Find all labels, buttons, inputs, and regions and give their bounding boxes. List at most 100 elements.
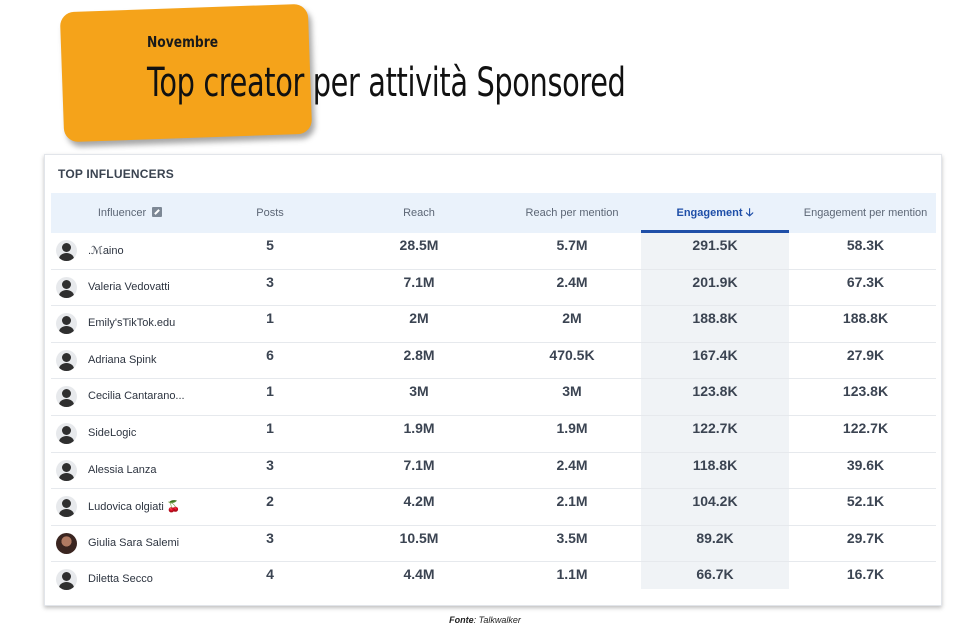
influencer-name[interactable]: SideLogic [88, 426, 137, 439]
influencer-name[interactable]: Diletta Secco [88, 573, 153, 586]
reach-value: 10.5M [399, 529, 439, 546]
column-header-influencer[interactable]: Influencer [51, 193, 209, 233]
engagement-value: 66.7K [696, 566, 734, 583]
engagement-per-mention-value: 122.7K [842, 419, 889, 436]
table-row[interactable]: Diletta Secco 4 4.4M 1.1M 66.7K 16.7K [51, 562, 936, 598]
table-row[interactable]: Emily'sTikTok.edu 1 2M 2M 188.8K 188.8K [51, 306, 936, 343]
reach-per-mention-value: 1.9M [556, 419, 588, 436]
edit-icon[interactable] [152, 207, 163, 217]
engagement-per-mention-value: 67.3K [846, 273, 885, 290]
table-row[interactable]: .ℳaino 5 28.5M 5.7M 291.5K 58.3K [51, 233, 936, 270]
reach-value: 4.4M [403, 566, 435, 583]
engagement-column-highlight [641, 233, 789, 589]
engagement-value: 104.2K [692, 493, 738, 510]
engagement-per-mention-value: 123.8K [842, 383, 889, 400]
column-label-influencer: Influencer [97, 207, 147, 219]
reach-value: 28.5M [399, 237, 439, 253]
posts-value: 4 [266, 566, 274, 583]
page-title: Top creator per attività Sponsored [147, 60, 626, 106]
source-label: Fonte [449, 615, 474, 625]
influencer-table-body: .ℳaino 5 28.5M 5.7M 291.5K 58.3K Valeria… [51, 233, 936, 598]
posts-value: 3 [266, 529, 274, 546]
reach-value: 2.8M [403, 346, 435, 363]
sort-arrow-down-icon: 🡣 [745, 207, 754, 219]
reach-per-mention-value: 2M [562, 310, 582, 327]
column-header-reach[interactable]: Reach [403, 207, 435, 219]
reach-per-mention-value: 2.4M [556, 456, 588, 473]
default-avatar-icon [56, 496, 77, 518]
engagement-per-mention-value: 16.7K [846, 566, 885, 583]
reach-per-mention-value: 2.4M [556, 273, 588, 290]
table-row[interactable]: Adriana Spink 6 2.8M 470.5K 167.4K 27.9K [51, 343, 936, 380]
column-label-engagement: Engagement [676, 207, 743, 219]
default-avatar-icon [56, 569, 77, 591]
engagement-per-mention-value: 39.6K [846, 456, 885, 473]
reach-per-mention-value: 2.1M [556, 493, 588, 510]
reach-per-mention-value: 3.5M [556, 529, 588, 546]
engagement-per-mention-value: 188.8K [842, 310, 889, 327]
column-header-engagement[interactable]: Engagement 🡣 [641, 193, 789, 233]
posts-value: 5 [266, 237, 274, 253]
engagement-value: 89.2K [696, 529, 734, 546]
engagement-value: 123.8K [692, 383, 738, 400]
table-header: Influencer Posts Reach Reach per mention… [51, 193, 936, 233]
photo-avatar-icon [56, 532, 77, 554]
posts-value: 1 [266, 383, 274, 400]
default-avatar-icon [56, 240, 77, 261]
default-avatar-icon [56, 276, 77, 298]
engagement-value: 122.7K [692, 419, 738, 436]
reach-per-mention-value: 1.1M [556, 566, 588, 583]
influencer-name[interactable]: Giulia Sara Salemi [88, 536, 180, 549]
reach-value: 7.1M [403, 273, 435, 290]
reach-value: 1.9M [403, 419, 435, 436]
engagement-value: 201.9K [692, 273, 738, 290]
top-influencers-panel: TOP INFLUENCERS Influencer Posts Reach R… [44, 154, 942, 606]
engagement-value: 118.8K [692, 456, 738, 473]
panel-title: TOP INFLUENCERS [58, 167, 174, 181]
table-row[interactable]: SideLogic 1 1.9M 1.9M 122.7K 122.7K [51, 416, 936, 453]
engagement-value: 291.5K [692, 237, 738, 253]
engagement-per-mention-value: 52.1K [846, 493, 885, 510]
influencer-name[interactable]: Cecilia Cantarano... [88, 390, 185, 403]
table-row[interactable]: Giulia Sara Salemi 3 10.5M 3.5M 89.2K 29… [51, 526, 936, 563]
reach-value: 2M [409, 310, 429, 327]
column-header-posts[interactable]: Posts [256, 207, 284, 219]
posts-value: 1 [266, 310, 274, 327]
table-row[interactable]: Alessia Lanza 3 7.1M 2.4M 118.8K 39.6K [51, 453, 936, 490]
reach-per-mention-value: 5.7M [556, 237, 588, 253]
default-avatar-icon [56, 422, 77, 444]
default-avatar-icon [56, 313, 77, 335]
influencer-name[interactable]: Valeria Vedovatti [88, 280, 170, 293]
month-label: Novembre [147, 33, 219, 51]
influencer-name[interactable]: Ludovica olgiati 🍒 [88, 501, 181, 514]
table-row[interactable]: Ludovica olgiati 🍒 2 4.2M 2.1M 104.2K 52… [51, 489, 936, 526]
reach-value: 3M [409, 383, 429, 400]
engagement-per-mention-value: 27.9K [846, 346, 885, 363]
influencer-name[interactable]: Emily'sTikTok.edu [88, 317, 176, 330]
column-header-engagement-per-mention[interactable]: Engagement per mention [803, 207, 928, 219]
reach-per-mention-value: 3M [562, 383, 582, 400]
posts-value: 3 [266, 456, 274, 473]
influencer-name[interactable]: Adriana Spink [88, 353, 157, 366]
reach-value: 7.1M [403, 456, 435, 473]
reach-value: 4.2M [403, 493, 435, 510]
engagement-value: 188.8K [692, 310, 738, 327]
posts-value: 1 [266, 419, 274, 436]
table-row[interactable]: Valeria Vedovatti 3 7.1M 2.4M 201.9K 67.… [51, 270, 936, 307]
influencer-name[interactable]: Alessia Lanza [88, 463, 157, 476]
column-header-reach-per-mention[interactable]: Reach per mention [525, 207, 619, 219]
engagement-per-mention-value: 58.3K [846, 237, 885, 253]
influencer-name[interactable]: .ℳaino [88, 245, 124, 257]
table-row[interactable]: Cecilia Cantarano... 1 3M 3M 123.8K 123.… [51, 379, 936, 416]
source-value: : Talkwalker [473, 615, 521, 625]
default-avatar-icon [56, 386, 77, 408]
default-avatar-icon [56, 459, 77, 481]
source-footnote: Fonte: Talkwalker [0, 615, 970, 625]
engagement-per-mention-value: 29.7K [846, 529, 885, 546]
posts-value: 2 [266, 493, 274, 510]
posts-value: 3 [266, 273, 274, 290]
default-avatar-icon [56, 349, 77, 371]
posts-value: 6 [266, 346, 274, 363]
reach-per-mention-value: 470.5K [549, 346, 595, 363]
engagement-value: 167.4K [692, 346, 738, 363]
